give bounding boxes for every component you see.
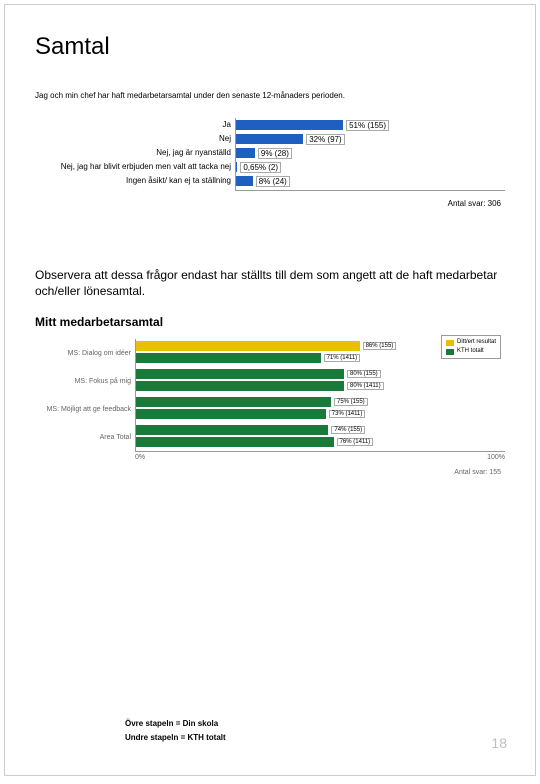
chart1-bar: [236, 162, 237, 172]
page-title: Samtal: [35, 33, 505, 61]
chart2-group-label: MS: Dialog om idéer: [35, 339, 131, 367]
chart1-bars: 51% (155)32% (97) 9% (28) 0,65% (2) 8% (24): [235, 118, 505, 191]
chart2-group: 86% (155)71% (1411): [136, 339, 505, 367]
chart2-bars: 86% (155)71% (1411) 80% (155) 80% (1411) 75…: [135, 339, 505, 452]
chart2-axis: 0% 100%: [35, 454, 505, 461]
footer-line1: Övre stapeln = Din skola: [125, 717, 226, 731]
axis-right: 100%: [487, 454, 505, 461]
chart2-bar-label: 86% (155): [363, 342, 397, 350]
chart2-group-label: MS: Möjligt att ge feedback: [35, 395, 131, 423]
chart1-bar: [236, 176, 253, 186]
chart1-row-label: Nej: [35, 132, 231, 146]
chart2-bar-label: 74% (155): [331, 426, 365, 434]
chart2-bar: [136, 425, 328, 435]
chart1-bar: [236, 148, 255, 158]
chart1-bar-label: 9% (28): [258, 148, 292, 159]
chart2-bar-row: 76% (1411): [136, 437, 505, 447]
chart2: Ditt/ert resultatKTH totalt MS: Dialog o…: [35, 339, 505, 476]
chart2-bar-label: 73% (1411): [329, 410, 366, 418]
chart2-labels: MS: Dialog om idéerMS: Fokus på migMS: M…: [35, 339, 135, 452]
chart1-row-label: Ingen åsikt/ kan ej ta ställning: [35, 174, 231, 188]
chart1: JaNejNej, jag är nyanställdNej, jag har …: [35, 118, 505, 191]
chart2-bar-label: 80% (1411): [347, 382, 384, 390]
chart2-bar-label: 80% (155): [347, 370, 381, 378]
chart2-group: 75% (155) 73% (1411): [136, 395, 505, 423]
chart1-bar: [236, 120, 343, 130]
chart2-bar: [136, 353, 321, 363]
chart2-antal: Antal svar: 155: [35, 469, 505, 476]
chart2-bar: [136, 437, 334, 447]
chart1-bar-label: 51% (155): [346, 120, 389, 131]
question-text: Jag och min chef har haft medarbetarsamt…: [35, 91, 505, 100]
chart1-bar-row: 51% (155): [236, 118, 505, 132]
chart2-bar-row: 75% (155): [136, 397, 505, 407]
chart1-row-label: Ja: [35, 118, 231, 132]
chart2-bar-row: 80% (155): [136, 369, 505, 379]
chart2-bar: [136, 341, 360, 351]
chart2-bar-row: 71% (1411): [136, 353, 505, 363]
chart2-group-label: MS: Fokus på mig: [35, 367, 131, 395]
chart2-bar-row: 80% (1411): [136, 381, 505, 391]
chart1-bar-row: 32% (97): [236, 132, 505, 146]
chart2-bar: [136, 409, 326, 419]
chart2-bar-label: 75% (155): [334, 398, 368, 406]
chart2-group: 74% (155) 76% (1411): [136, 423, 505, 451]
chart1-bar-label: 8% (24): [256, 176, 290, 187]
footer-line2: Undre stapeln = KTH totalt: [125, 731, 226, 745]
note-text: Observera att dessa frågor endast har st…: [35, 268, 505, 299]
chart2-bar: [136, 369, 344, 379]
chart1-bar-row: 8% (24): [236, 174, 505, 188]
slide: Samtal Jag och min chef har haft medarbe…: [4, 4, 536, 776]
chart1-bar-row: 9% (28): [236, 146, 505, 160]
chart1-labels: JaNejNej, jag är nyanställdNej, jag har …: [35, 118, 235, 191]
chart2-bar-label: 71% (1411): [324, 354, 361, 362]
chart2-bar-label: 76% (1411): [337, 438, 374, 446]
chart2-bar: [136, 381, 344, 391]
axis-left: 0%: [135, 454, 145, 461]
chart1-row-label: Nej, jag har blivit erbjuden men valt at…: [35, 160, 231, 174]
chart1-bar-label: 0,65% (2): [240, 162, 281, 173]
chart2-group-label: Area Total: [35, 423, 131, 451]
chart1-bar-row: 0,65% (2): [236, 160, 505, 174]
chart1-bar-label: 32% (97): [306, 134, 344, 145]
footer-notes: Övre stapeln = Din skola Undre stapeln =…: [125, 717, 226, 745]
chart1-row-label: Nej, jag är nyanställd: [35, 146, 231, 160]
chart2-bar-row: 86% (155): [136, 341, 505, 351]
chart2-subtitle: Mitt medarbetarsamtal: [35, 315, 505, 329]
chart1-antal: Antal svar: 306: [35, 199, 505, 208]
chart2-bar-row: 73% (1411): [136, 409, 505, 419]
chart2-group: 80% (155) 80% (1411): [136, 367, 505, 395]
chart2-bar: [136, 397, 331, 407]
page-number: 18: [491, 735, 507, 751]
chart2-bar-row: 74% (155): [136, 425, 505, 435]
chart1-bar: [236, 134, 303, 144]
